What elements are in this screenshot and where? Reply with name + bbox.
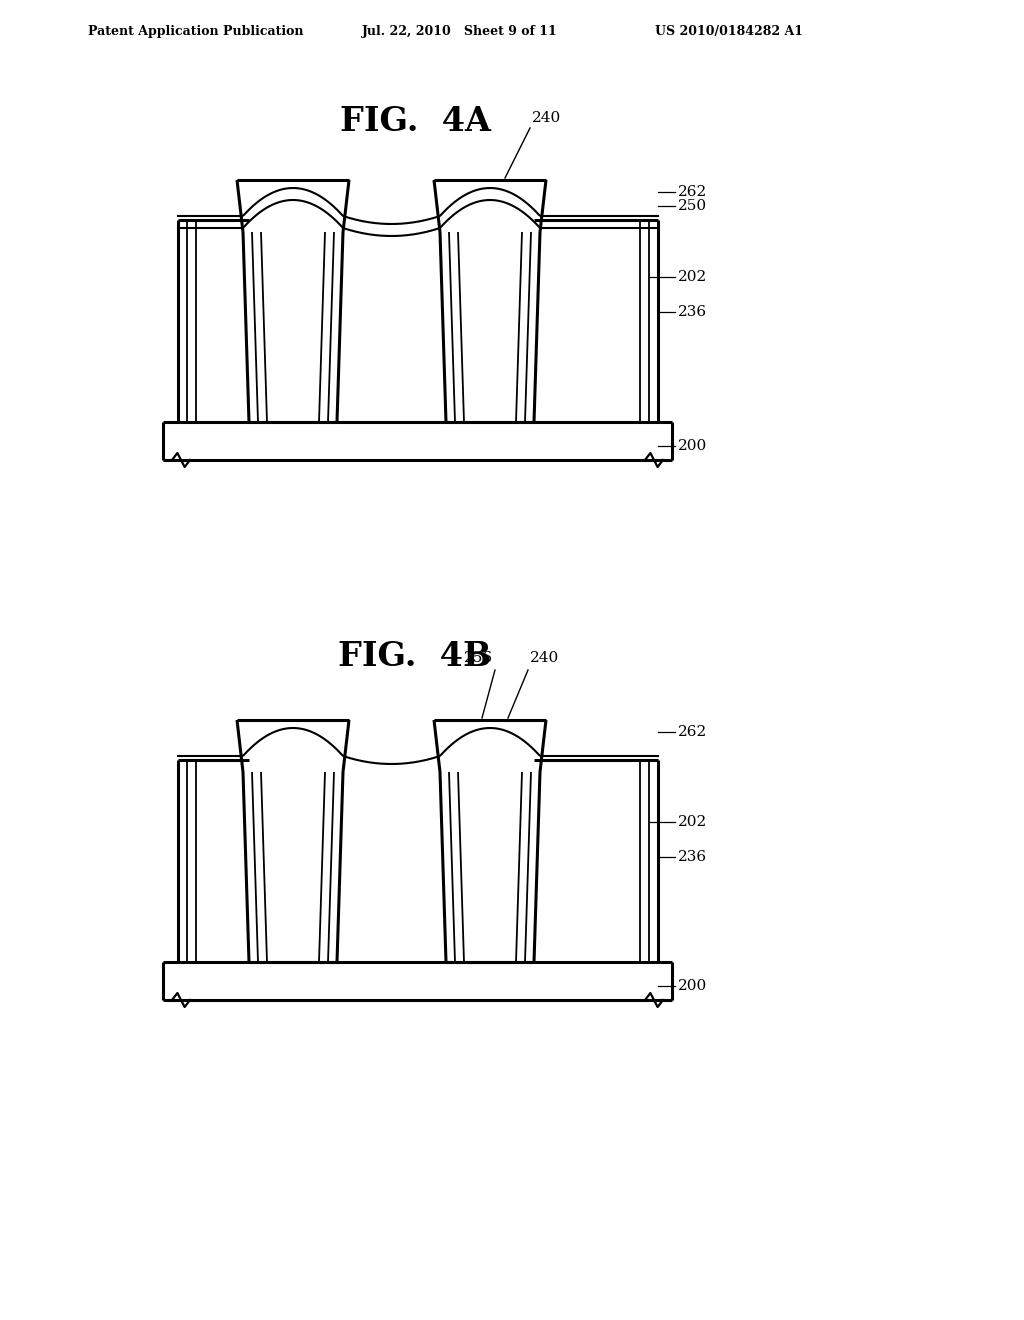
- Text: US 2010/0184282 A1: US 2010/0184282 A1: [655, 25, 803, 38]
- Text: 202: 202: [678, 814, 708, 829]
- Text: 236: 236: [678, 305, 708, 319]
- Text: Jul. 22, 2010   Sheet 9 of 11: Jul. 22, 2010 Sheet 9 of 11: [362, 25, 558, 38]
- Text: 202: 202: [678, 271, 708, 284]
- Text: 240: 240: [530, 651, 559, 665]
- Text: 200: 200: [678, 440, 708, 453]
- Text: 200: 200: [678, 979, 708, 993]
- Text: 250: 250: [678, 199, 708, 213]
- Text: 236: 236: [678, 850, 708, 865]
- Text: FIG.  4B: FIG. 4B: [338, 640, 492, 673]
- Text: 240: 240: [532, 111, 561, 125]
- Text: 256: 256: [464, 651, 493, 665]
- Text: 262: 262: [678, 725, 708, 739]
- Text: FIG.  4A: FIG. 4A: [340, 106, 490, 139]
- Text: 262: 262: [678, 185, 708, 199]
- Text: Patent Application Publication: Patent Application Publication: [88, 25, 303, 38]
